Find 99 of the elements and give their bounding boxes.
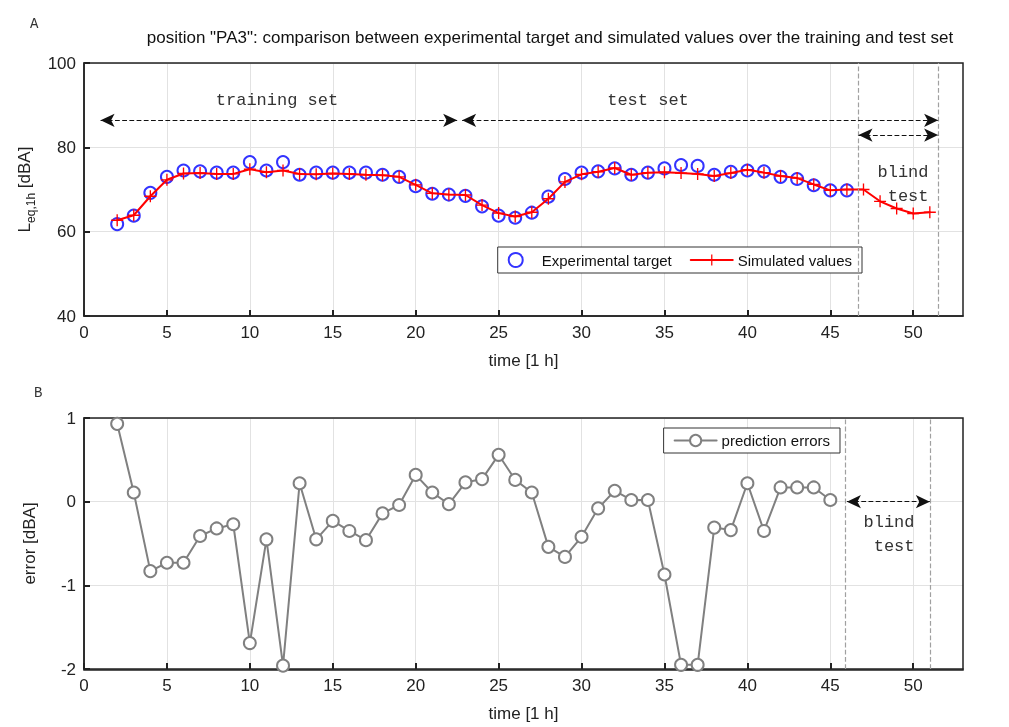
point <box>591 501 606 516</box>
x-tick-label: 20 <box>406 323 426 342</box>
point <box>242 636 257 651</box>
x-tick-label: 25 <box>489 323 509 342</box>
point <box>874 195 887 208</box>
legend-label: prediction errors <box>721 432 831 449</box>
x-tick-label: 15 <box>323 676 343 695</box>
point <box>126 485 141 500</box>
annotation: blind test <box>863 512 915 556</box>
point <box>806 480 821 495</box>
point <box>707 520 722 535</box>
x-tick-label: 50 <box>903 676 923 695</box>
point <box>441 497 456 512</box>
x-tick-label: 45 <box>820 676 840 695</box>
annotation: blind test <box>877 162 929 206</box>
x-tick-label: 5 <box>162 323 172 342</box>
point <box>458 475 473 490</box>
point <box>558 175 571 188</box>
y-tick-label: 40 <box>57 306 76 326</box>
x-tick-label: 10 <box>240 676 260 695</box>
point <box>276 658 291 673</box>
point <box>524 485 539 500</box>
legend-label: Experimental target <box>541 251 673 269</box>
point <box>508 472 523 487</box>
point <box>475 472 490 487</box>
y-tick-label: 100 <box>47 53 76 73</box>
x-tick-label: 20 <box>406 676 426 695</box>
x-tick-label: 5 <box>162 676 172 695</box>
point <box>690 657 705 672</box>
point <box>325 513 340 528</box>
y-tick-label: 80 <box>57 137 76 157</box>
point <box>640 493 655 507</box>
point <box>242 155 257 170</box>
point <box>143 564 158 579</box>
x-tick-label: 50 <box>903 323 923 342</box>
point <box>226 517 241 532</box>
x-tick-label: 30 <box>572 323 592 342</box>
text: B <box>34 385 43 401</box>
point <box>277 164 290 177</box>
point <box>392 498 407 513</box>
point <box>773 480 788 495</box>
point <box>557 549 572 564</box>
x-axis-title: time [1 h] <box>488 704 559 723</box>
y-tick-label: 1 <box>66 408 76 428</box>
point <box>209 521 224 536</box>
point <box>756 523 771 538</box>
point <box>159 555 174 570</box>
point <box>342 523 357 538</box>
annotation: training set <box>215 90 339 110</box>
point <box>110 416 125 431</box>
y-tick-label: -2 <box>60 659 76 679</box>
point <box>408 467 423 482</box>
point <box>276 155 291 170</box>
x-tick-label: 35 <box>655 676 674 695</box>
point <box>243 163 256 176</box>
point <box>790 480 805 495</box>
point <box>491 447 506 462</box>
point <box>674 158 689 173</box>
x-tick-label: 45 <box>820 323 840 342</box>
legend-label: Simulated values <box>737 251 853 269</box>
x-tick-label: 40 <box>737 676 757 695</box>
x-tick-label: 25 <box>489 676 509 695</box>
point <box>675 167 688 180</box>
point <box>690 158 705 173</box>
point <box>292 476 307 491</box>
y-tick-label: 0 <box>66 492 76 512</box>
point <box>823 493 838 507</box>
point <box>691 167 704 180</box>
point <box>723 523 738 538</box>
x-tick-label: 0 <box>79 676 89 695</box>
y-axis-title: error [dBA] <box>20 502 39 585</box>
point <box>740 476 755 491</box>
point <box>674 657 689 672</box>
point <box>309 532 324 547</box>
y-tick-label: 60 <box>57 222 76 242</box>
y-axis-title: Leq,1h [dBA] <box>15 146 38 233</box>
annotation: test set <box>607 90 689 110</box>
point <box>657 567 672 582</box>
x-tick-label: 0 <box>79 323 89 342</box>
text: A <box>30 16 39 32</box>
point <box>358 533 373 548</box>
point <box>259 532 274 547</box>
point <box>375 506 390 521</box>
point <box>176 555 191 570</box>
point <box>624 493 639 507</box>
x-tick-label: 40 <box>737 323 757 342</box>
x-axis-title: time [1 h] <box>488 351 559 370</box>
y-tick-label: -1 <box>60 575 76 595</box>
point <box>574 529 589 544</box>
x-tick-label: 35 <box>655 323 674 342</box>
point <box>541 539 556 554</box>
point <box>425 485 440 500</box>
x-tick-label: 30 <box>572 676 592 695</box>
x-tick-label: 15 <box>323 323 343 342</box>
x-tick-label: 10 <box>240 323 260 342</box>
point <box>607 483 622 498</box>
chart-title: position "PA3": comparison between experimental target and simulated values over the training and test set <box>146 28 954 47</box>
point <box>193 528 208 543</box>
point <box>160 173 173 186</box>
